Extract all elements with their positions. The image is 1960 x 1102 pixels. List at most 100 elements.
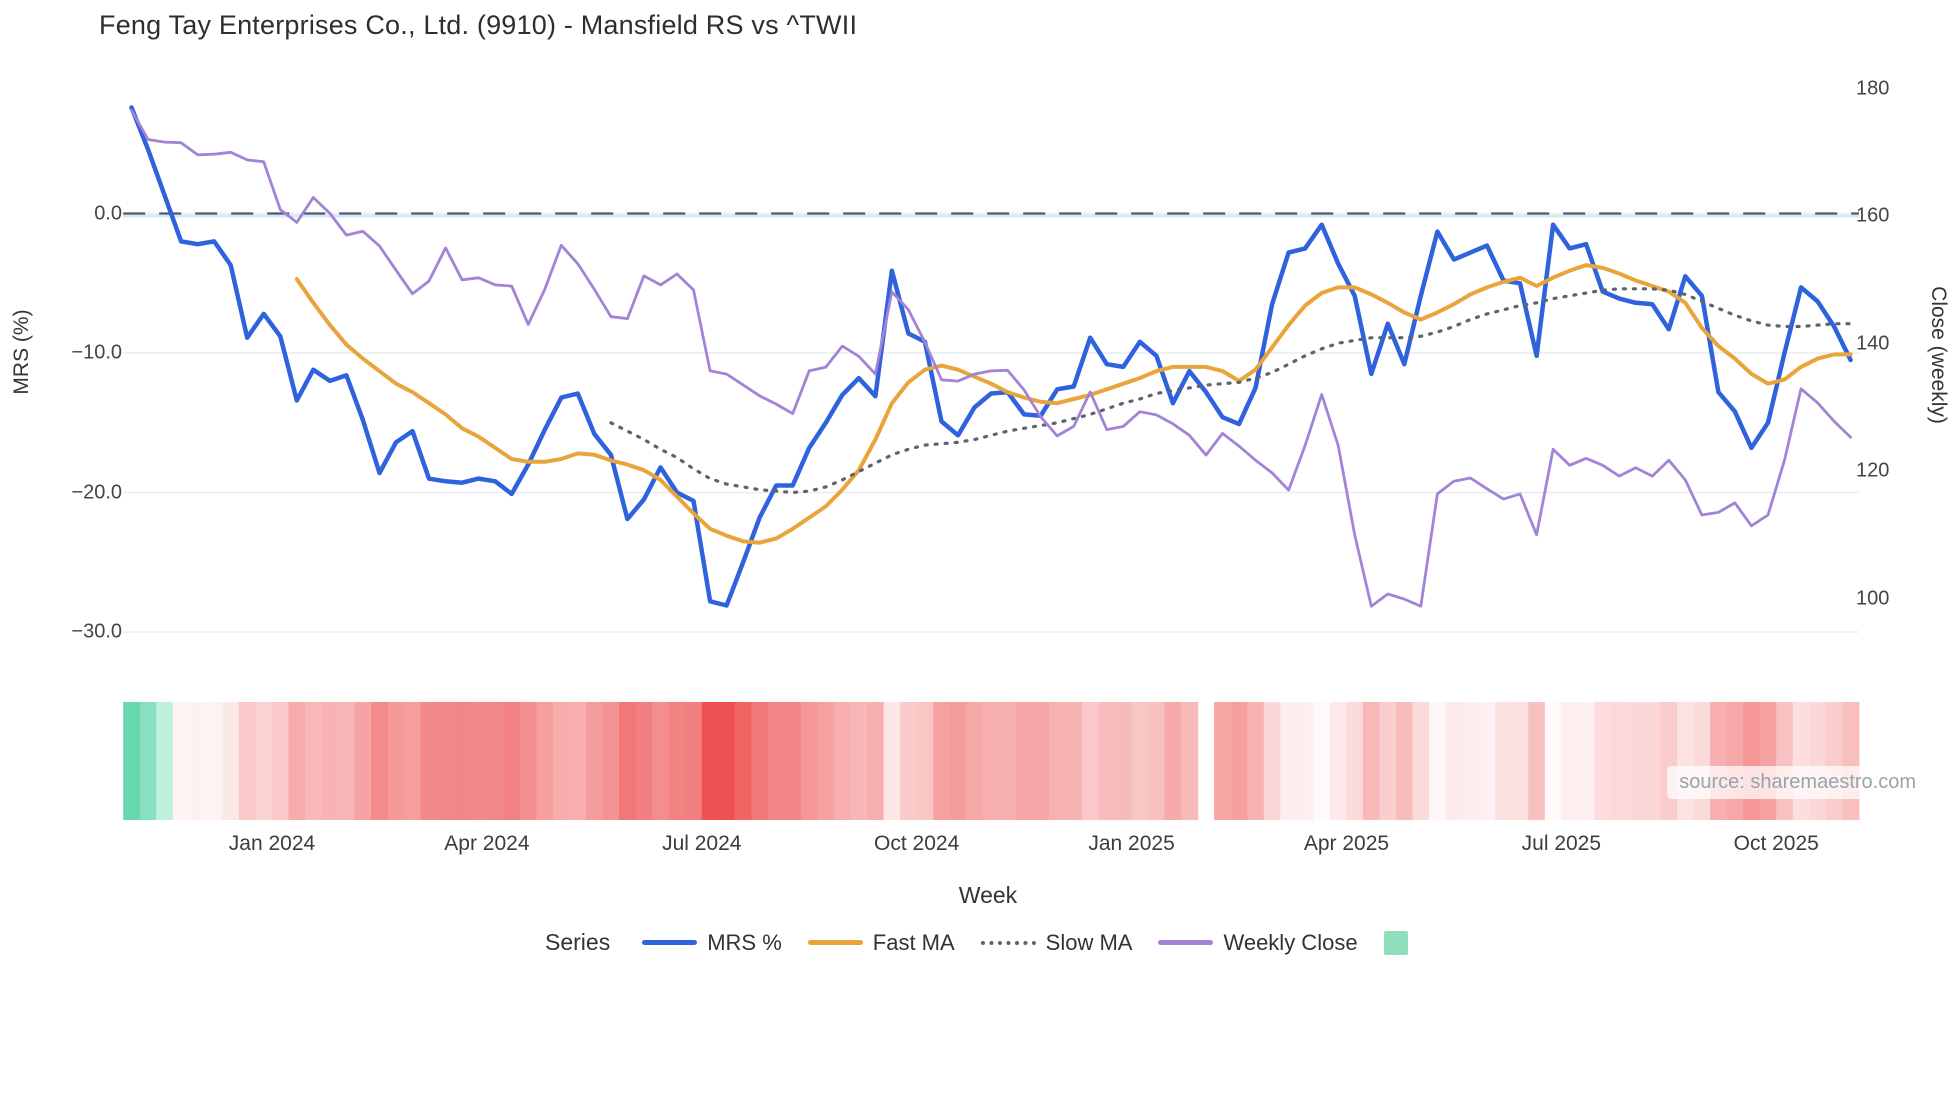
- heatmap-cell: [635, 702, 653, 820]
- heatmap-cell: [1230, 702, 1248, 820]
- heatmap-cell: [288, 702, 306, 820]
- heatmap-cell: [1776, 702, 1794, 820]
- heatmap-cell: [1842, 702, 1860, 820]
- heatmap-cell: [619, 702, 637, 820]
- y-axis-right-tick: 100: [1856, 587, 1890, 609]
- source-note: source: sharemaestro.com: [1667, 766, 1928, 799]
- heatmap-cell: [602, 702, 620, 820]
- fast-ma-line: [294, 263, 1853, 545]
- heatmap-cell: [1412, 702, 1430, 820]
- x-axis-tick: Jul 2025: [1521, 832, 1602, 855]
- heatmap-cell: [1181, 702, 1199, 820]
- y-axis-right-title: Close (weekly): [1927, 286, 1950, 424]
- y-axis-right-tick: 120: [1856, 459, 1890, 482]
- heatmap-cell: [404, 702, 422, 820]
- heatmap-cell: [1396, 702, 1414, 820]
- heatmap-cell: [205, 702, 223, 820]
- heatmap-cell: [1544, 702, 1562, 820]
- heatmap-cell: [1379, 702, 1397, 820]
- heatmap-cell: [420, 702, 438, 820]
- legend-item-label: MRS %: [707, 929, 782, 955]
- heatmap-cell: [784, 702, 802, 820]
- heatmap-cell: [1594, 702, 1612, 820]
- heatmap-cell: [1511, 702, 1529, 820]
- y-axis-left-tick: −20.0: [71, 481, 122, 503]
- heatmap-cell: [1445, 702, 1463, 820]
- heatmap-cell: [536, 702, 554, 820]
- y-axis-left-tick: 0.0: [94, 202, 122, 224]
- heatmap-swatch-icon: [1383, 930, 1408, 955]
- chart-title: Feng Tay Enterprises Co., Ltd. (9910) - …: [99, 10, 858, 40]
- heatmap-cell: [1462, 702, 1480, 820]
- heatmap-cell: [1032, 702, 1050, 820]
- y-axis-right-tick: 160: [1856, 204, 1890, 227]
- heatmap-cell: [1164, 702, 1182, 820]
- heatmap-cell: [1528, 702, 1546, 820]
- heatmap-cell: [1098, 702, 1116, 820]
- heatmap-cell: [668, 702, 686, 820]
- heatmap-cell: [1362, 702, 1381, 820]
- heatmap-cell: [850, 702, 868, 820]
- heatmap-cell: [1015, 702, 1033, 820]
- heatmap-cell: [685, 702, 703, 820]
- heatmap-cell: [453, 702, 471, 820]
- heatmap-cell: [734, 702, 752, 820]
- legend-item-mrs-[interactable]: MRS %: [642, 930, 782, 956]
- heatmap-cell: [1577, 702, 1595, 820]
- heatmap-cell: [189, 702, 207, 820]
- heatmap-cell: [519, 702, 538, 820]
- x-axis-tick: Apr 2025: [1303, 832, 1390, 855]
- heatmap-cell: [123, 702, 141, 820]
- x-axis-tick: Jan 2024: [228, 832, 316, 855]
- heatmap-cell: [1346, 702, 1364, 820]
- x-axis-tick: Jul 2024: [662, 832, 742, 855]
- heatmap-cell: [1660, 702, 1678, 820]
- heatmap-cell: [652, 702, 670, 820]
- heatmap-cell: [255, 702, 273, 820]
- heatmap-cell: [1643, 702, 1662, 820]
- heatmap-cell: [1280, 702, 1298, 820]
- heatmap-cell: [767, 702, 785, 820]
- heatmap-cell: [916, 702, 934, 820]
- heatmap-cell: [1792, 702, 1810, 820]
- legend-item-slow-ma[interactable]: Slow MA: [980, 929, 1133, 956]
- heatmap-cell: [833, 702, 852, 820]
- heatmap-cell: [222, 702, 240, 820]
- heatmap-cell: [1131, 702, 1149, 820]
- legend-item-label: Fast MA: [872, 929, 955, 955]
- heatmap-cell: [305, 702, 323, 820]
- legend-item-heatmap[interactable]: [1383, 930, 1408, 955]
- legend-title: Series: [545, 929, 611, 955]
- heatmap-cell: [1726, 702, 1744, 820]
- x-axis-tick: Oct 2024: [874, 832, 960, 855]
- heatmap-cell: [1825, 702, 1843, 820]
- heatmap-cell: [1081, 702, 1100, 820]
- mrs--line: [129, 105, 1853, 608]
- legend-item-fast-ma[interactable]: Fast MA: [807, 929, 955, 956]
- heatmap-cell: [718, 702, 736, 820]
- heatmap-cell: [1329, 702, 1348, 820]
- line-swatch-icon: [807, 940, 863, 945]
- legend-item-weekly-close[interactable]: Weekly Close: [1158, 930, 1358, 956]
- heatmap-cell: [1677, 702, 1695, 820]
- heatmap-cell: [817, 702, 835, 820]
- heatmap-cell: [1495, 702, 1513, 820]
- heatmap-cell: [933, 702, 951, 820]
- heatmap-cell: [949, 702, 967, 820]
- legend-item-label: Slow MA: [1045, 929, 1133, 955]
- y-axis-left-tick: −10.0: [71, 341, 122, 364]
- heatmap-cell: [1247, 702, 1265, 820]
- heatmap-cell: [1048, 702, 1067, 820]
- heatmap-cell: [1478, 702, 1496, 820]
- heatmap-cell: [1809, 702, 1827, 820]
- heatmap-cell: [1743, 702, 1761, 820]
- heatmap-cell: [1065, 702, 1083, 820]
- y-axis-left-tick: −30.0: [71, 620, 122, 643]
- heatmap-cell: [982, 702, 1000, 820]
- heatmap-cell: [1561, 702, 1579, 820]
- heatmap-cell: [966, 702, 984, 820]
- heatmap-cell: [321, 702, 339, 820]
- heatmap-cell: [1214, 702, 1232, 820]
